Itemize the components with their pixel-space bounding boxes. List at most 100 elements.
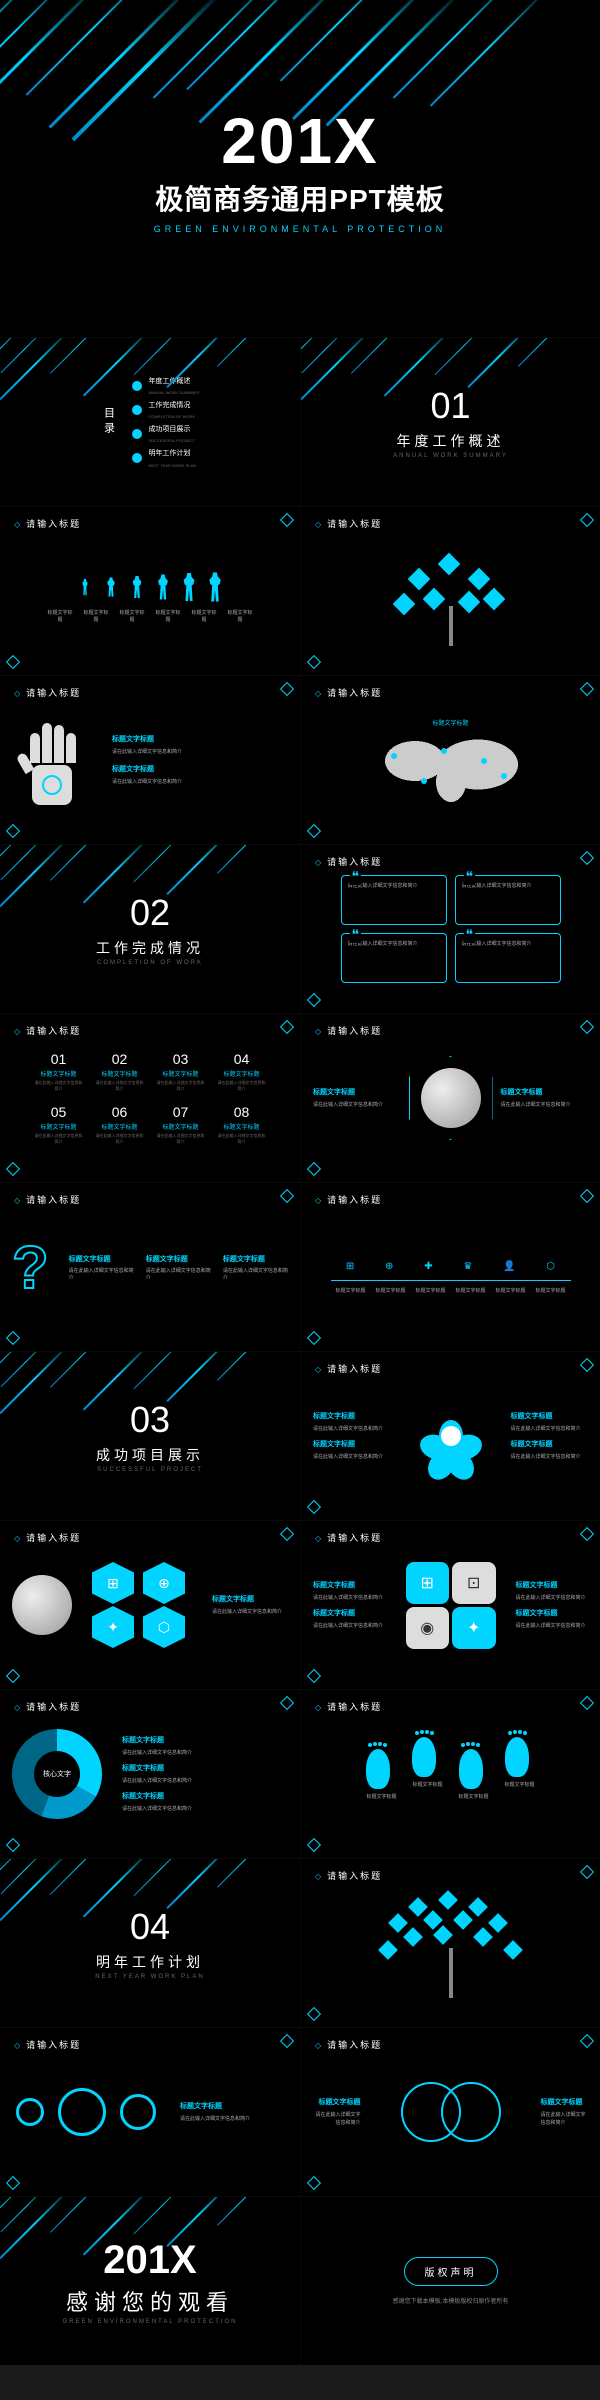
gear-icon: [116, 2090, 160, 2134]
slide-title: 请输入标题: [315, 1024, 382, 1037]
item-heading: 标题文字标题: [313, 1087, 401, 1098]
corner-ornament: [280, 1020, 294, 1034]
section-subtitle: NEXT YEAR WORK PLAN: [95, 1974, 204, 1980]
number-grid: 01标题文字标题请在此输入详细文字信息和简介02标题文字标题请在此输入详细文字信…: [30, 1047, 270, 1149]
flower-diagram: [411, 1396, 491, 1476]
corner-ornament: [580, 1189, 594, 1203]
tree-leaf: [392, 593, 415, 616]
question-slide: 请输入标题 ? 标题文字标题请在此输入详细文字信息和简介 标题文字标题请在此输入…: [0, 1182, 300, 1351]
donut-center-label: 核心文字: [12, 1729, 102, 1819]
finger: [30, 733, 40, 763]
foot-icon: [505, 1737, 529, 1777]
gears: [12, 2084, 160, 2140]
corner-ornament: [6, 824, 20, 838]
question-mark-icon: ?: [12, 1233, 49, 1302]
quad-slide: 请输入标题 标题文字标题请在此输入详细文字信息和简介标题文字标题请在此输入详细文…: [300, 1520, 600, 1689]
copyright-title: 版权声明: [404, 2257, 498, 2286]
corner-ornament: [580, 1020, 594, 1034]
evolution-slide: 请输入标题 标题文字标题标题文字标题标题文字标题标题文字标题标题文字标题标题文字…: [0, 506, 300, 675]
flower-center: [441, 1426, 461, 1446]
item-desc: 请在此输入详细文字信息和简介: [516, 1622, 589, 1630]
map-pin: [481, 758, 487, 764]
corner-ornament: [307, 2007, 321, 2021]
item-desc: 请在此输入详细文字信息和简介: [511, 1453, 589, 1461]
item-heading: 标题文字标题: [313, 1439, 391, 1450]
item-heading: 标题文字标题: [516, 1608, 589, 1619]
quad-cell: ⊞: [406, 1562, 450, 1604]
copyright-desc: 感谢您下载本模板,本模板版权归原作者所有: [393, 2296, 509, 2305]
section-title: 成功项目展示: [96, 1445, 204, 1465]
section-subtitle: SUCCESSFUL PROJECT: [97, 1467, 203, 1473]
foot-icon: [459, 1749, 483, 1789]
footprints-slide: 请输入标题 标题文字标题 标题文字标题 标题文字标题 标题文字标题: [300, 1689, 600, 1858]
timeline-icons: ⊞⊕✚♛👤⬡: [331, 1261, 571, 1272]
item-heading: 标题文字标题: [122, 1735, 288, 1746]
foot-label: 标题文字标题: [412, 1781, 442, 1788]
tree-leaf: [437, 553, 460, 576]
ring-icon: [42, 775, 62, 795]
text-block: 标题文字标题请在此输入详细文字信息和简介标题文字标题请在此输入详细文字信息和简介: [313, 1411, 391, 1461]
corner-ornament: [307, 2176, 321, 2190]
hand-icon: [12, 715, 92, 805]
corner-ornament: [307, 1162, 321, 1176]
hex-border: [409, 1056, 493, 1140]
item-heading: 标题文字标题: [313, 1411, 391, 1422]
hero-year: 201X: [221, 104, 378, 178]
globe-hex: [421, 1068, 481, 1128]
section-subtitle: ANNUAL WORK SUMMARY: [393, 453, 508, 459]
tree-leaf: [407, 568, 430, 591]
item-desc: 请在此输入详细文字信息和简介: [180, 2115, 288, 2123]
item-heading: 标题文字标题: [122, 1791, 288, 1802]
item-desc: 请在此输入详细文字信息和简介: [122, 1805, 288, 1813]
section-number: 01: [430, 385, 470, 427]
item-desc: 请在此输入详细文字信息和简介: [69, 1267, 134, 1281]
section-03-slide: 03 成功项目展示 SUCCESSFUL PROJECT: [0, 1351, 300, 1520]
item-desc: 请在此输入详细文字信息和简介: [313, 2111, 361, 2127]
foot-icon: [412, 1737, 436, 1777]
slide-title: 请输入标题: [315, 517, 382, 530]
item-heading: 标题文字标题: [223, 1254, 288, 1264]
toc-heading: 目录: [100, 407, 132, 437]
foot-label: 标题文字标题: [459, 1793, 489, 1800]
toc-list: 年度工作概述ANNUAL WORK SUMMARY工作完成情况COMPLETIO…: [132, 374, 199, 471]
item-heading: 标题文字标题: [313, 2097, 361, 2108]
item-heading: 标题文字标题: [122, 1763, 288, 1774]
quote-box: 请在此输入详细文字信息和简介: [455, 933, 561, 983]
toc-label: 目录: [100, 407, 116, 437]
section-title: 年度工作概述: [397, 431, 505, 451]
item-desc: 请在此输入详细文字信息和简介: [511, 1425, 589, 1433]
hero-title: 极简商务通用PPT模板: [155, 178, 444, 218]
corner-ornament: [580, 1527, 594, 1541]
toc-slide: 目录 年度工作概述ANNUAL WORK SUMMARY工作完成情况COMPLE…: [0, 337, 300, 506]
section-title: 工作完成情况: [96, 938, 204, 958]
flower-slide: 请输入标题 标题文字标题请在此输入详细文字信息和简介标题文字标题请在此输入详细文…: [300, 1351, 600, 1520]
foot-icon: [366, 1749, 390, 1789]
evolution-figures: [76, 573, 224, 601]
figure-icon: [81, 579, 90, 596]
slide-title: 请输入标题: [14, 686, 81, 699]
slide-title: 请输入标题: [315, 1193, 382, 1206]
corner-ornament: [280, 1527, 294, 1541]
text-block: 标题文字标题请在此输入详细文字信息和简介: [313, 1087, 401, 1109]
figure-icon: [105, 577, 118, 597]
bigtree-slide: 请输入标题: [300, 1858, 600, 2027]
item-heading: 标题文字标题: [69, 1254, 134, 1264]
corner-ornament: [580, 2034, 594, 2048]
item-heading: 标题文字标题: [313, 1580, 386, 1591]
section-number: 02: [130, 892, 170, 934]
finger: [66, 733, 76, 763]
quote-box: 请在此输入详细文字信息和简介: [455, 875, 561, 925]
timeline-slide: 请输入标题 ⊞⊕✚♛👤⬡ 标题文字标题标题文字标题标题文字标题标题文字标题标题文…: [300, 1182, 600, 1351]
corner-ornament: [6, 1162, 20, 1176]
section-number: 03: [130, 1399, 170, 1441]
corner-ornament: [307, 824, 321, 838]
slide-title: 请输入标题: [315, 686, 382, 699]
thanks-subtitle: GREEN ENVIRONMENTAL PROTECTION: [62, 2319, 237, 2325]
thanks-text: 感谢您的观看: [66, 2285, 234, 2317]
foot-label: 标题文字标题: [366, 1793, 396, 1800]
globe-icon: [12, 1575, 72, 1635]
slide-title: 请输入标题: [14, 1024, 81, 1037]
tree-leaf: [457, 591, 480, 614]
map-pin: [441, 748, 447, 754]
map-pin: [501, 773, 507, 779]
